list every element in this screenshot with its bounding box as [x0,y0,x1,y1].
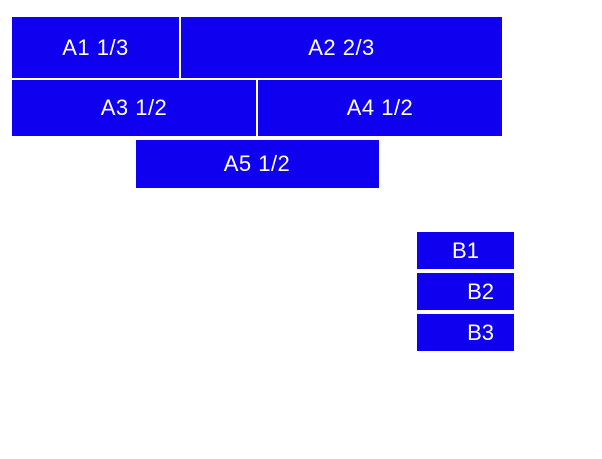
box-b3[interactable]: B3 [417,314,514,351]
group-b: B1 B2 B3 [417,232,514,351]
group-a: A1 1/3 A2 2/3 A3 1/2 A4 1/2 A5 1/2 [12,17,502,188]
box-a2[interactable]: A2 2/3 [181,17,502,78]
box-a4[interactable]: A4 1/2 [258,80,502,136]
group-a-row-1: A1 1/3 A2 2/3 [12,17,502,78]
box-b2[interactable]: B2 [417,273,514,310]
box-a5[interactable]: A5 1/2 [135,140,379,188]
box-b1[interactable]: B1 [417,232,514,269]
group-a-row-2: A3 1/2 A4 1/2 [12,80,502,136]
box-a3[interactable]: A3 1/2 [12,80,256,136]
group-a-row-3: A5 1/2 [12,140,502,188]
box-a1[interactable]: A1 1/3 [12,17,179,78]
